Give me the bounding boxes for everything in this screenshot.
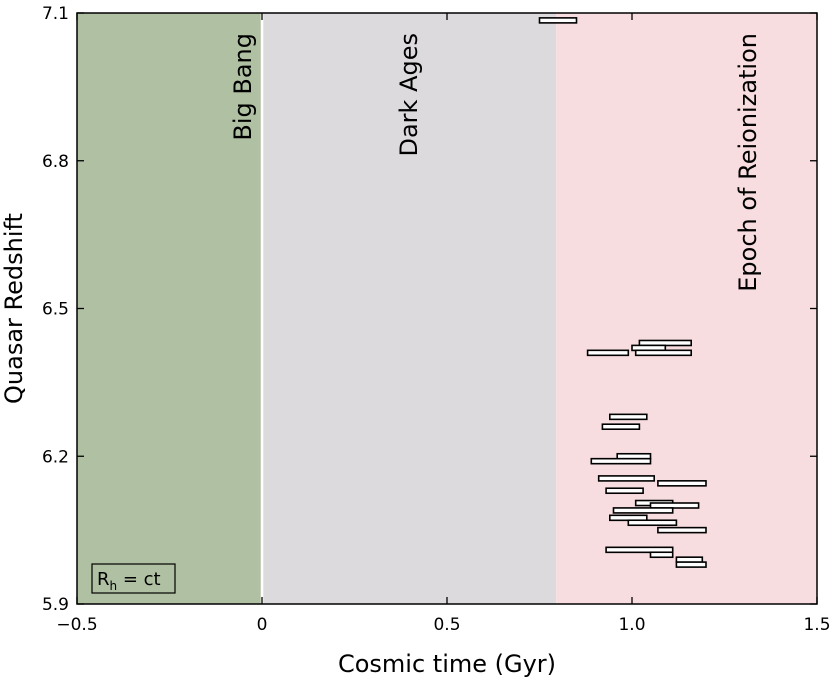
y-tick-label: 7.1	[42, 4, 69, 24]
quasar-interval-bar	[612, 507, 674, 514]
quasar-interval-bar	[586, 349, 630, 357]
era-region-epoch-of-reionization	[556, 13, 817, 604]
x-tick-label: 0	[257, 615, 268, 635]
era-regions	[77, 13, 817, 604]
y-tick-label: 6.8	[42, 152, 69, 172]
model-label-rest: = ct	[117, 569, 160, 590]
quasar-interval-bar	[675, 561, 707, 568]
quasar-interval-bar	[590, 457, 652, 465]
model-label-box	[91, 563, 176, 594]
quasar-interval-bar	[601, 423, 641, 431]
y-tick-label: 6.2	[42, 447, 69, 467]
era-region-dark-ages	[262, 13, 557, 604]
quasar-interval-bar	[608, 413, 648, 421]
model-legend: Rh = ct	[91, 563, 176, 594]
era-label-reionization: Epoch of Reionization	[734, 33, 762, 292]
quasar-intervals	[538, 17, 707, 568]
x-tick-label: 1.0	[618, 615, 645, 635]
y-tick-label: 6.5	[42, 300, 69, 320]
quasar-interval-bar	[657, 480, 707, 487]
model-label: Rh = ct	[97, 569, 161, 593]
quasar-interval-bar	[634, 349, 693, 357]
x-tick-label: −0.5	[56, 615, 97, 635]
x-axis-title: Cosmic time (Gyr)	[338, 650, 556, 678]
quasar-interval-bar	[538, 17, 578, 24]
era-region-big-bang	[77, 13, 262, 604]
quasar-interval-bar	[649, 502, 700, 509]
quasar-interval-bar	[605, 546, 674, 554]
x-tick-label: 0.5	[433, 615, 460, 635]
quasar-interval-bar	[627, 519, 678, 527]
quasar-interval-bar	[649, 551, 674, 559]
model-label-subscript: h	[110, 579, 118, 593]
quasar-interval-bar	[597, 475, 656, 482]
model-label-base: R	[97, 569, 110, 590]
quasar-interval-bar	[605, 487, 644, 495]
y-axis-title: Quasar Redshift	[0, 213, 28, 404]
axis-ticks: −0.5 0 0.5 1.0 1.5 5.9 6.2 6.5 6.8 7.1	[42, 4, 830, 635]
era-label-dark-ages: Dark Ages	[395, 33, 423, 157]
quasar-interval-bar	[657, 526, 707, 534]
era-label-big-bang: Big Bang	[229, 33, 257, 141]
x-tick-label: 1.5	[803, 615, 830, 635]
y-tick-label: 5.9	[42, 595, 69, 615]
